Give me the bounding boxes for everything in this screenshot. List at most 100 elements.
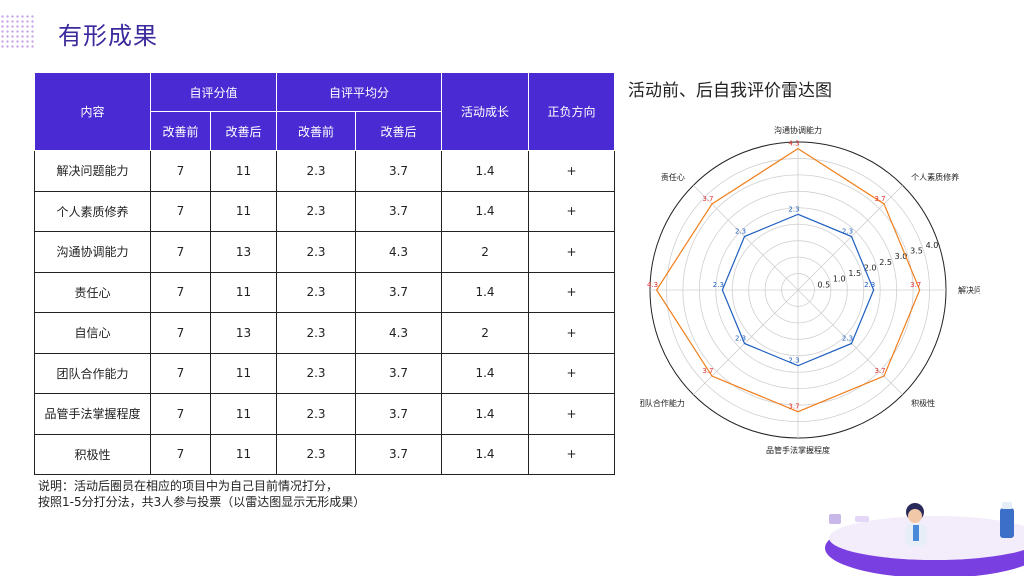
radar-tick-label: 0.5 [817,280,830,289]
row-avg-before: 2.3 [276,271,357,313]
row-avg-before: 2.3 [276,231,357,273]
radar-axis-label: 个人素质修养 [911,172,959,182]
score-table: 内容 自评分值 自评平均分 活动成长 正负方向 改善前 改善后 改善前 改善后 … [34,72,616,475]
radar-tick-label: 2.5 [879,258,892,267]
radar-tick-label: 1.0 [833,275,846,284]
table-row: 团队合作能力 7 11 2.3 3.7 1.4 + [34,352,616,394]
radar-axis-label: 责任心 [661,172,685,182]
radar-chart-title: 活动前、后自我评价雷达图 [628,81,832,101]
row-score-after: 11 [209,271,278,313]
header-avg-after: 改善后 [355,111,443,151]
row-score-before: 7 [150,393,211,435]
radar-series-line [721,213,875,367]
row-growth: 2 [441,312,530,354]
radar-spoke [693,289,799,395]
radar-data-label: 4.3 [647,281,658,289]
row-avg-after: 3.7 [355,150,443,192]
header-growth: 活动成长 [441,72,530,151]
radar-tick-label: 3.0 [895,252,908,261]
row-direction: + [528,393,616,435]
row-direction: + [528,312,616,354]
row-avg-after: 3.7 [355,433,443,475]
radar-spoke [693,185,799,291]
radar-chart: 0.51.01.52.02.53.03.54.0 沟通协调能力个人素质修养解决问题… [640,125,980,455]
radar-tick-label: 1.5 [848,269,861,278]
radar-axis-label: 沟通协调能力 [774,125,822,135]
row-name: 责任心 [34,271,151,313]
row-name: 解决问题能力 [34,150,151,192]
radar-data-label: 3.7 [874,195,885,203]
row-avg-after: 3.7 [355,352,443,394]
row-direction: + [528,231,616,273]
table-row: 沟通协调能力 7 13 2.3 4.3 2 + [34,231,616,273]
radar-data-label: 4.3 [788,140,799,148]
row-avg-after: 4.3 [355,231,443,273]
header-self-avg: 自评平均分 [276,72,443,112]
header-self-score: 自评分值 [149,72,278,112]
row-avg-after: 4.3 [355,312,443,354]
row-score-after: 11 [209,393,278,435]
row-avg-after: 3.7 [355,393,443,435]
row-growth: 1.4 [441,150,530,192]
radar-data-label: 2.3 [788,357,799,365]
header-after: 改善后 [209,111,278,151]
radar-data-label: 2.3 [735,228,746,236]
row-direction: + [528,150,616,192]
radar-axis-label: 积极性 [911,398,935,408]
row-avg-before: 2.3 [276,312,357,354]
pharmacist-illustration [825,502,1024,576]
row-avg-before: 2.3 [276,150,357,192]
table-row: 解决问题能力 7 11 2.3 3.7 1.4 + [34,150,616,192]
radar-data-label: 2.3 [842,228,853,236]
row-direction: + [528,190,616,232]
row-direction: + [528,271,616,313]
row-avg-before: 2.3 [276,190,357,232]
row-name: 积极性 [34,433,151,475]
row-score-after: 11 [209,190,278,232]
row-score-before: 7 [150,352,211,394]
row-avg-after: 3.7 [355,190,443,232]
radar-series-line [655,147,921,413]
row-avg-before: 2.3 [276,393,357,435]
row-score-before: 7 [150,271,211,313]
radar-data-label: 3.7 [910,281,921,289]
row-direction: + [528,352,616,394]
page-title: 有形成果 [58,22,158,50]
radar-data-label: 3.7 [874,367,885,375]
table-row: 积极性 7 11 2.3 3.7 1.4 + [34,433,616,475]
header-avg-before: 改善前 [276,111,357,151]
row-score-after: 11 [209,352,278,394]
row-growth: 1.4 [441,393,530,435]
row-name: 品管手法掌握程度 [34,393,151,435]
row-score-before: 7 [150,150,211,192]
table-row: 品管手法掌握程度 7 11 2.3 3.7 1.4 + [34,393,616,435]
header-before: 改善前 [150,111,211,151]
row-score-before: 7 [150,312,211,354]
table-row: 自信心 7 13 2.3 4.3 2 + [34,312,616,354]
row-growth: 1.4 [441,190,530,232]
table-row: 个人素质修养 7 11 2.3 3.7 1.4 + [34,190,616,232]
row-avg-after: 3.7 [355,271,443,313]
row-score-after: 11 [209,433,278,475]
row-growth: 1.4 [441,433,530,475]
radar-data-label: 3.7 [788,403,799,411]
row-growth: 1.4 [441,271,530,313]
radar-data-label: 2.3 [864,281,875,289]
row-growth: 1.4 [441,352,530,394]
radar-data-label: 2.3 [713,281,724,289]
radar-spoke [797,185,903,291]
radar-tick-label: 4.0 [926,241,939,250]
row-score-after: 11 [209,150,278,192]
radar-tick-label: 3.5 [910,247,923,256]
radar-axis-label: 解决问题能力 [958,285,980,295]
header-content: 内容 [34,72,151,151]
row-growth: 2 [441,231,530,273]
row-name: 自信心 [34,312,151,354]
radar-data-label: 2.3 [735,334,746,342]
row-avg-before: 2.3 [276,352,357,394]
row-score-before: 7 [150,190,211,232]
radar-tick-label: 2.0 [864,263,877,272]
row-name: 团队合作能力 [34,352,151,394]
radar-axis-label: 团队合作能力 [640,398,685,408]
note-text: 说明：活动后圈员在相应的项目中为自己目前情况打分， 按照1-5分打分法，共3人参… [38,478,365,510]
